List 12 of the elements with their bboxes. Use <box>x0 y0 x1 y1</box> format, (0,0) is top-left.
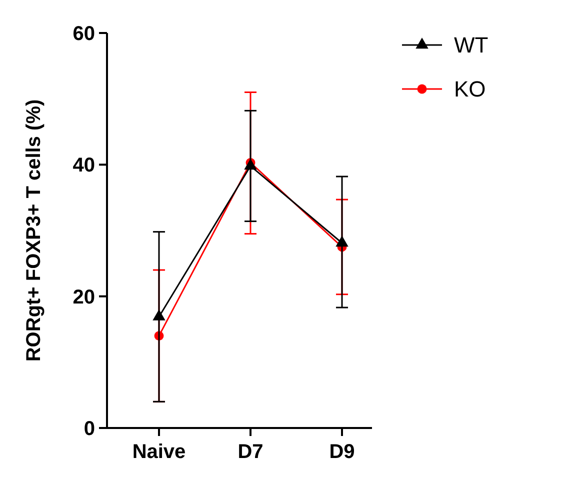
x-tick-label: Naive <box>132 441 186 463</box>
y-tick-label: 40 <box>72 154 95 177</box>
x-tick-label: D7 <box>238 441 264 463</box>
legend-label: KO <box>454 76 486 102</box>
y-tick-label: 0 <box>84 418 95 440</box>
legend-label: WT <box>454 32 488 58</box>
y-axis-title: RORgt+ FOXP3+ T cells (%) <box>23 99 45 362</box>
point <box>336 236 348 247</box>
y-tick-label: 20 <box>72 286 95 308</box>
point <box>244 158 257 170</box>
y-tick-label: 60 <box>72 23 95 45</box>
x-tick-label: D9 <box>329 441 355 463</box>
